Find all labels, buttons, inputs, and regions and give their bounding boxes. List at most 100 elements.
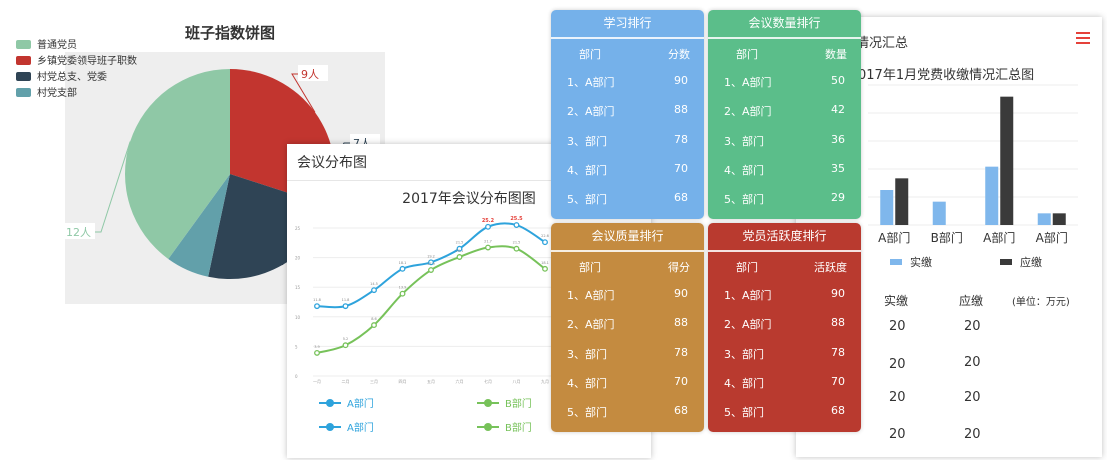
series-point [542,239,548,246]
pie-legend-item[interactable]: 村党支部 [16,87,77,100]
header-divider [287,180,651,181]
point-data-label: 17.9 [427,262,435,266]
point-data-label: 21.5 [513,241,521,245]
ranking-dept: 5、部门 [724,193,764,206]
ranking-value: 70 [674,162,688,175]
x-tick-label: 三月 [370,379,378,384]
pie-legend-item[interactable]: 村党总支、党委 [16,71,107,84]
ranking-value: 78 [674,133,688,146]
ranking-dept: 1、A部门 [724,289,772,302]
fee-summary-header: 情况汇总 [856,36,909,51]
x-tick-label: 六月 [456,378,464,384]
fee-cell: 20 [964,355,981,370]
y-tick-label: 15 [295,285,301,290]
series-point [371,287,377,294]
ranking-title: 会议数量排行 [748,16,821,30]
ranking-dept: 3、部门 [724,348,764,361]
fee-cell: 20 [964,427,981,442]
line-legend-a[interactable]: A部门 [319,395,374,410]
fee-cell: 20 [889,319,906,334]
ranking-col-header: 分数 [668,48,690,61]
series-point [399,290,406,297]
series-point [456,245,463,252]
point-data-label: 25.5 [510,216,523,222]
ranking-title: 会议质量排行 [591,229,664,243]
ranking-value: 70 [674,375,688,388]
menu-icon[interactable] [1076,32,1090,44]
ranking-dept: 4、部门 [724,377,764,390]
series-point [314,303,320,310]
ranking-tile-study: 学习排行 部门 分数 1、A部门 90 2、A部门 88 3、部门 78 4、部门 70 5、部门 68 [551,10,704,219]
series-point [314,349,320,356]
ranking-value: 90 [831,287,845,300]
point-data-label: 13.9 [399,286,407,290]
fee-legend-due[interactable]: 应缴 [1000,254,1042,270]
series-point [342,342,349,349]
ranking-title: 党员活跃度排行 [742,229,827,243]
fee-category-label: A部门 [878,230,910,245]
pie-label-box [298,65,328,81]
ranking-value: 42 [831,103,845,116]
ranking-dept: 2、A部门 [567,318,615,331]
x-tick-label: 二月 [342,379,350,384]
point-data-label: 21.5 [456,241,464,245]
ranking-col-header: 活跃度 [814,261,847,274]
series-point [428,259,434,266]
ranking-dept: 5、部门 [724,406,764,419]
pie-chart-title: 班子指数饼图 [184,24,275,42]
line-chart-title: 2017年会议分布图图 [402,191,536,207]
pie-label-box [65,223,95,239]
fee-legend-paid[interactable]: 实缴 [890,254,932,270]
point-data-label: 21.7 [484,240,492,244]
line-legend-b[interactable]: B部门 [477,395,532,410]
ranking-dept: 3、部门 [724,135,764,148]
ranking-dept: 2、A部门 [567,105,615,118]
fee-category-label: A部门 [1036,230,1068,245]
ranking-col-header: 部门 [736,261,758,274]
ranking-value: 35 [831,162,845,175]
fee-category-label: B部门 [931,230,963,245]
y-tick-label: 5 [295,344,298,349]
legend-swatch [1000,259,1012,265]
pie-legend-item[interactable]: 普通党员 [16,39,77,52]
ranking-divider [708,37,861,39]
y-tick-label: 0 [295,374,298,379]
ranking-dept: 2、A部门 [724,105,772,118]
y-tick-label: 20 [295,256,301,261]
ranking-dept: 1、A部门 [724,76,772,89]
x-tick-label: 八月 [513,379,521,384]
ranking-dept: 4、部门 [724,164,764,177]
pie-slice [125,69,230,259]
pie-slice-label: 12人 [66,226,91,239]
ranking-value: 78 [674,346,688,359]
ranking-dept: 4、部门 [567,377,607,390]
fee-bar [1000,96,1014,226]
point-data-label: 11.8 [342,298,350,302]
line-legend-a[interactable]: A部门 [319,419,374,434]
ranking-dept: 1、A部门 [567,76,615,89]
pie-label-leader [291,73,316,113]
ranking-value: 88 [674,103,688,116]
ranking-value: 70 [831,375,845,388]
x-tick-label: 五月 [427,379,435,384]
fee-cell: 20 [889,427,906,442]
fee-category-label: A部门 [983,230,1015,245]
series-point [371,322,377,329]
series-point [456,254,463,260]
ranking-tile-meeting-count: 会议数量排行 部门 数量 1、A部门 50 2、A部门 42 3、部门 36 4、部门 35 5、部门… [708,10,861,219]
ranking-dept: 4、部门 [567,164,607,177]
line-legend-b[interactable]: B部门 [477,419,532,434]
x-tick-label: 四月 [399,379,407,384]
fee-bar [932,201,946,225]
ranking-value: 68 [674,191,688,204]
legend-swatch [16,56,31,65]
point-data-label: 5.2 [343,337,349,341]
meeting-line-chart: 0 5 10 15 20 25 一月 二月 三月 四月 五月 六月 七月 八月 九月 11.8 11.8 14.5… [295,216,651,384]
pie-slice-label: 9人 [301,68,319,81]
legend-swatch [16,72,31,81]
pie-legend-item[interactable]: 乡镇党委领导班子职数 [16,55,137,68]
point-data-label: 22.6 [541,234,549,238]
ranking-value: 88 [831,316,845,329]
fee-cell: 20 [889,357,906,372]
ranking-title: 学习排行 [603,16,652,30]
